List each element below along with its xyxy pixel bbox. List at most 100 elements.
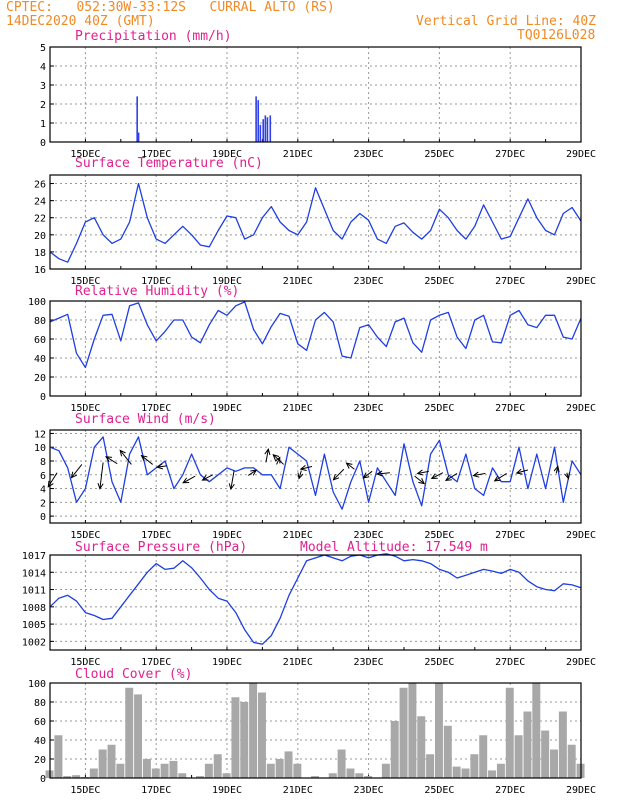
y-tick-label: 60 — [34, 335, 46, 346]
x-tick-label: 15DEC — [70, 403, 100, 414]
plot-frame — [49, 682, 582, 779]
wind-title: Surface Wind (m/s) — [75, 412, 216, 427]
cloud-bar — [479, 735, 488, 778]
x-tick-label: 17DEC — [141, 530, 171, 541]
cloud-panel: 0 20 40 60 80 100 15DEC 17DEC 19DEC 21DEC 23DEC 25D… — [28, 679, 596, 796]
wind-vector — [414, 475, 425, 485]
cloud-bar — [567, 744, 576, 778]
cloud-bar — [213, 754, 222, 778]
x-tick-label: 29DEC — [566, 530, 596, 541]
x-tick-label: 27DEC — [495, 785, 525, 796]
wind-vector — [105, 456, 118, 465]
wind-vector — [431, 472, 444, 479]
plot-frame — [49, 174, 582, 270]
cloud-bar — [364, 776, 373, 778]
x-tick-label: 21DEC — [283, 530, 313, 541]
temp-series-line — [49, 182, 582, 263]
cloud-bar — [390, 721, 399, 778]
wind-vector-head — [250, 469, 258, 476]
cloud-bar — [134, 694, 143, 778]
rh-series-line — [49, 301, 582, 369]
y-tick-label: 0 — [40, 774, 46, 785]
cloud-bar — [461, 768, 470, 778]
x-tick-label: 25DEC — [424, 785, 454, 796]
cloud-bar — [311, 776, 320, 778]
y-tick-label: 18 — [34, 248, 46, 259]
y-tick-label: 0 — [40, 138, 46, 149]
x-tick-label: 23DEC — [354, 276, 384, 287]
y-tick-label: 20 — [34, 231, 46, 242]
cloud-bar — [443, 725, 452, 778]
wind-vector-head — [119, 449, 126, 457]
cloud-bar — [550, 749, 558, 778]
wind-vector — [346, 462, 355, 470]
x-tick-label: 19DEC — [212, 785, 242, 796]
cloud-bar — [249, 683, 258, 778]
y-tick-label: 1017 — [22, 551, 46, 562]
y-tick-label: 2 — [40, 100, 46, 111]
y-tick-label: 4 — [40, 485, 46, 496]
y-tick-label: 1005 — [22, 620, 46, 631]
cloud-bar — [558, 711, 567, 778]
wind-vector — [247, 469, 257, 476]
wind-vector — [230, 470, 235, 490]
cloud-bar — [355, 773, 364, 778]
wind-vector — [202, 474, 214, 481]
wind-vector — [119, 450, 132, 465]
wind-vector-head — [264, 448, 271, 456]
cloud-bar — [63, 776, 72, 778]
cloud-bar — [196, 776, 204, 778]
precip-bar — [136, 96, 138, 142]
precip-bar — [259, 124, 262, 142]
wind-vector — [494, 472, 507, 482]
cloud-bar — [426, 754, 435, 778]
y-tick-label: 60 — [34, 717, 46, 728]
cloud-bar — [107, 744, 116, 778]
wind-vector-head — [156, 463, 164, 470]
wind-vector-head — [345, 462, 353, 469]
cloud-bar — [496, 763, 505, 778]
wind-vector-head — [418, 478, 426, 485]
y-tick-label: 10 — [34, 443, 46, 454]
x-tick-label: 29DEC — [566, 403, 596, 414]
plot-frame — [49, 554, 582, 651]
precip-bar — [269, 115, 272, 142]
y-tick-label: 100 — [28, 679, 46, 690]
y-tick-label: 20 — [34, 373, 46, 384]
x-tick-label: 27DEC — [495, 530, 525, 541]
y-tick-label: 20 — [34, 755, 46, 766]
plot-frame — [49, 300, 582, 397]
y-tick-label: 26 — [34, 180, 46, 191]
cloud-bar — [505, 687, 514, 778]
cloud-bar — [98, 749, 107, 778]
header-grid-line: Vertical Grid Line: 40Z — [416, 14, 597, 29]
cloud-bar — [399, 687, 408, 778]
wind-vector — [376, 472, 390, 475]
x-tick-label: 27DEC — [495, 276, 525, 287]
y-tick-label: 100 — [28, 297, 46, 308]
x-tick-label: 27DEC — [495, 403, 525, 414]
wind-vector — [99, 462, 104, 489]
cloud-bar — [54, 735, 63, 778]
x-tick-label: 25DEC — [424, 276, 454, 287]
plot-frame — [49, 46, 582, 143]
wind-vector-head — [182, 477, 190, 484]
x-tick-label: 25DEC — [424, 403, 454, 414]
x-tick-label: 17DEC — [141, 149, 171, 160]
cloud-bar — [125, 687, 134, 778]
cloud-bar — [178, 773, 187, 778]
y-tick-label: 1011 — [22, 586, 46, 597]
cloud-bar — [328, 773, 337, 778]
cloud-bar — [452, 766, 461, 778]
cloud-bar — [381, 763, 390, 778]
y-tick-label: 8 — [40, 457, 46, 468]
x-tick-label: 25DEC — [424, 149, 454, 160]
cloud-bar — [275, 759, 284, 778]
x-tick-label: 15DEC — [70, 657, 100, 668]
temp-title: Surface Temperature (nC) — [75, 156, 263, 171]
cloud-bar — [408, 683, 417, 778]
x-tick-label: 23DEC — [354, 403, 384, 414]
x-tick-label: 19DEC — [212, 403, 242, 414]
cloud-bar — [142, 759, 151, 778]
